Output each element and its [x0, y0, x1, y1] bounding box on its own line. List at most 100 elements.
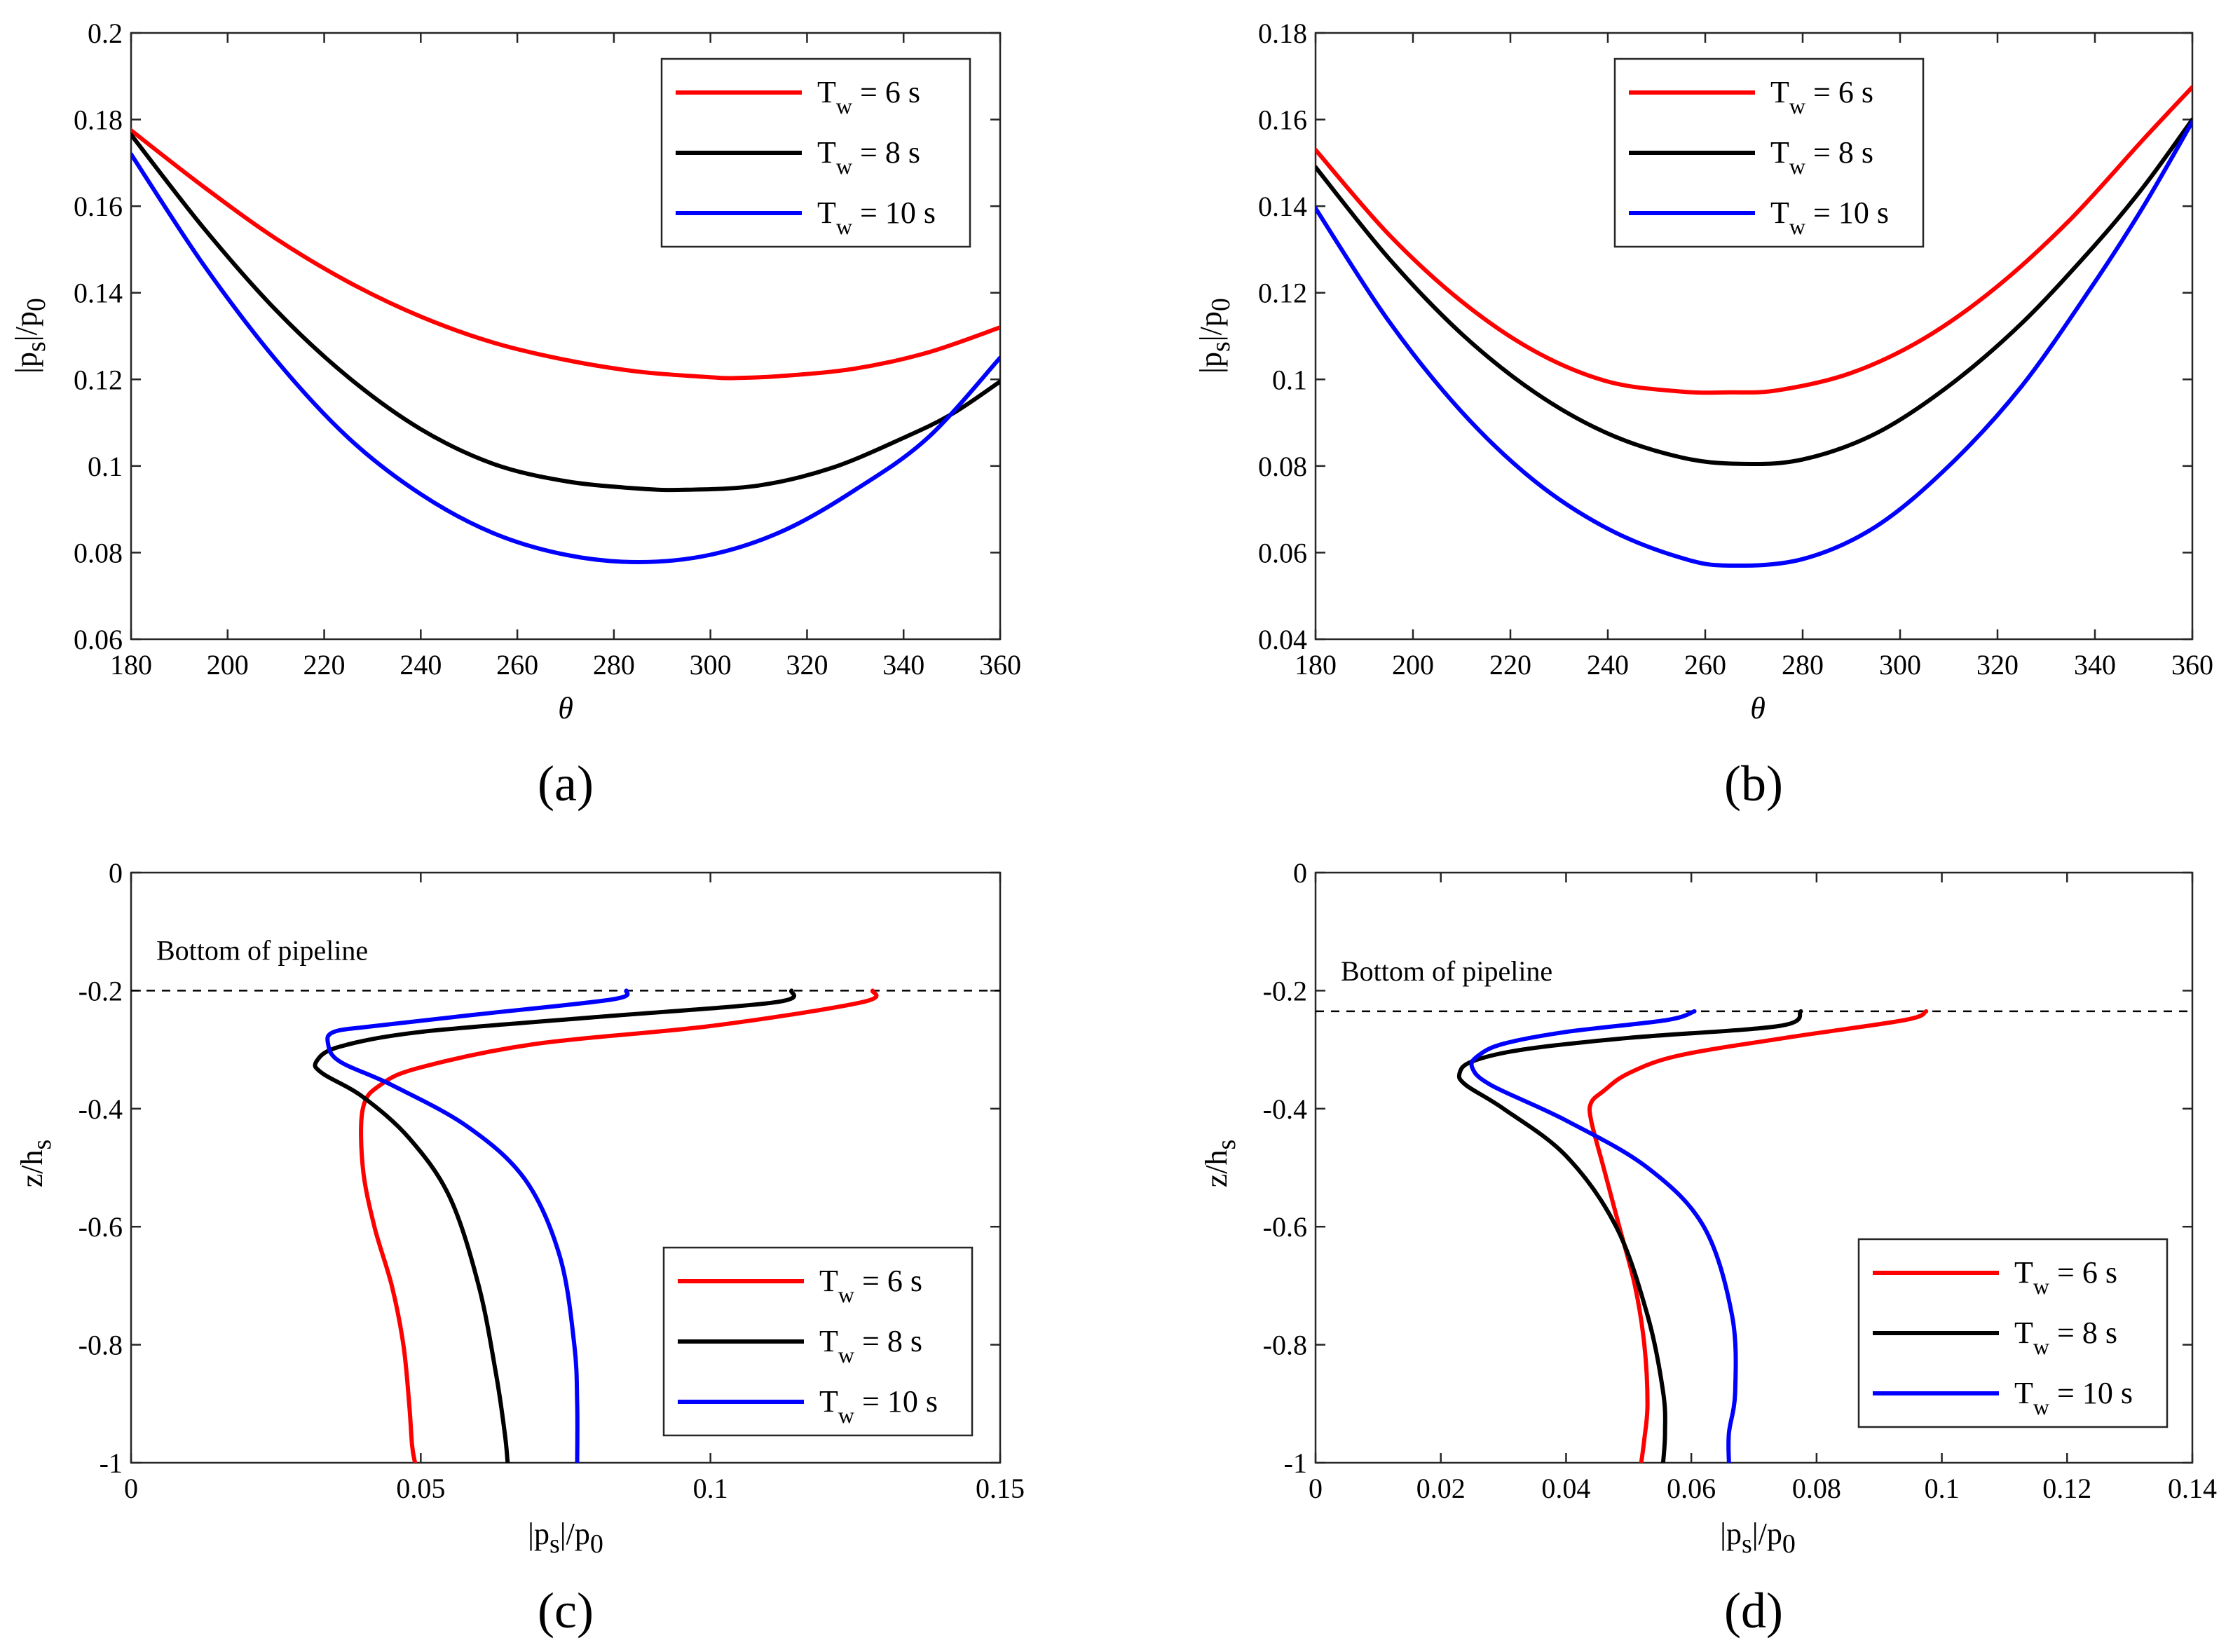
legend-text-post: = 6 s	[852, 75, 920, 109]
legend-text-sub: w	[838, 1402, 854, 1428]
series-line-2	[313, 988, 796, 1463]
y-tick-label: -0.6	[78, 1211, 123, 1243]
legend-text-post: = 10 s	[2049, 1376, 2133, 1410]
x-tick-label: 340	[2074, 649, 2116, 681]
y-axis-label: |ps|/p0	[9, 298, 51, 374]
legend-text-pre: T	[2014, 1376, 2033, 1410]
y-tick-label: 0	[109, 857, 123, 889]
y-axis-label-mid: |/p	[9, 311, 43, 341]
chart-panel-c: 0 0.05 0.1 0.15 -1 -0.8 -0.6 -0.4 -0.2 0 Bottom of…	[15, 857, 1025, 1639]
y-axis-label-base: z/h	[15, 1150, 49, 1188]
x-tick-label: 360	[2171, 649, 2213, 681]
legend-text-post: = 10 s	[1805, 196, 1889, 230]
x-tick-label: 0.12	[2042, 1473, 2091, 1504]
legend-text-post: = 10 s	[852, 196, 936, 230]
legend: Tw = 6 sTw = 8 sTw = 10 s	[1857, 1238, 2169, 1428]
legend-text-sub: w	[2033, 1334, 2049, 1359]
x-axis-label: θ	[558, 691, 573, 725]
x-axis-label-sub2: 0	[1782, 1529, 1796, 1559]
x-tick-label: 280	[593, 649, 635, 681]
y-tick-label: -0.4	[78, 1093, 123, 1125]
y-tick-label: 0.06	[74, 624, 123, 655]
x-axis-label-base: |p	[528, 1517, 549, 1551]
x-axis-label-mid: |/p	[1752, 1517, 1782, 1551]
y-axis-label: z/hs	[1199, 1140, 1241, 1188]
y-axis-label-sub1: s	[1212, 1140, 1241, 1150]
x-tick-label: 0	[1309, 1473, 1323, 1504]
series-line-3	[325, 988, 630, 1463]
x-tick-label: 0.1	[693, 1473, 728, 1504]
legend-entry-2: Tw = 8 s	[817, 135, 920, 179]
legend-text-sub: w	[1789, 153, 1805, 179]
x-tick-label: 360	[979, 649, 1021, 681]
legend-text-post: = 8 s	[1805, 135, 1873, 170]
legend: Tw = 6 sTw = 8 sTw = 10 s	[662, 1246, 974, 1437]
series-line-1	[359, 988, 879, 1463]
legend-text-pre: T	[819, 1264, 838, 1298]
y-tick-label: 0.1	[88, 451, 123, 482]
legend-text-sub: w	[836, 93, 852, 118]
legend-text-sub: w	[2033, 1394, 2049, 1419]
y-tick-label: -0.2	[78, 975, 123, 1006]
legend-text-sub: w	[1789, 214, 1805, 239]
x-tick-label: 280	[1782, 649, 1824, 681]
y-axis-label: |ps|/p0	[1194, 298, 1236, 374]
legend-text-pre: T	[1770, 135, 1789, 170]
legend-text-post: = 8 s	[854, 1324, 922, 1358]
legend-text-post: = 6 s	[2049, 1255, 2117, 1290]
y-tick-label: 0.04	[1258, 624, 1307, 655]
legend-entry-2: Tw = 8 s	[819, 1324, 922, 1367]
series-line-1	[131, 128, 1000, 381]
y-axis-label-base: |p	[1194, 352, 1228, 374]
x-axis-label: θ	[1750, 691, 1766, 725]
x-tick-label: 0.05	[396, 1473, 445, 1504]
y-tick-label: -0.2	[1263, 975, 1307, 1006]
x-tick-label: 200	[207, 649, 249, 681]
x-tick-label: 0.1	[1925, 1473, 1960, 1504]
legend-text-sub: w	[838, 1282, 854, 1307]
legend-entry-3: Tw = 10 s	[1770, 196, 1889, 239]
y-tick-label: -0.8	[1263, 1330, 1307, 1361]
annotation-bottom-of-pipeline: Bottom of pipeline	[1341, 955, 1552, 987]
legend-entry-3: Tw = 10 s	[2014, 1376, 2133, 1419]
plot-area-frame	[130, 871, 1002, 1464]
legend-entry-3: Tw = 10 s	[819, 1384, 938, 1428]
x-tick-label: 320	[1976, 649, 2019, 681]
y-tick-label: 0.12	[74, 364, 123, 395]
y-axis-label: z/hs	[15, 1140, 57, 1188]
x-axis-label-sub2: 0	[590, 1529, 603, 1559]
panel-label: (c)	[538, 1583, 594, 1639]
legend-text-pre: T	[817, 75, 836, 109]
x-axis-label-sub1: s	[549, 1529, 560, 1559]
y-tick-label: 0	[1293, 857, 1307, 889]
x-tick-label: 0.06	[1667, 1473, 1716, 1504]
x-tick-label: 0.08	[1792, 1473, 1841, 1504]
legend-entry-1: Tw = 6 s	[2014, 1255, 2117, 1299]
series-line-2	[1316, 117, 2192, 467]
plot-area-frame	[1314, 871, 2194, 1464]
legend-text-post: = 6 s	[1805, 75, 1873, 109]
x-axis-label-sub1: s	[1742, 1529, 1752, 1559]
legend-text-pre: T	[817, 196, 836, 230]
x-tick-label: 0	[124, 1473, 138, 1504]
x-tick-label: 260	[1684, 649, 1726, 681]
x-tick-label: 0.14	[2168, 1473, 2217, 1504]
panel-label: (b)	[1724, 756, 1783, 812]
legend: Tw = 6 sTw = 8 sTw = 10 s	[1613, 57, 1925, 248]
legend-text-sub: w	[838, 1342, 854, 1367]
y-tick-label: -0.4	[1263, 1093, 1307, 1125]
legend-entry-1: Tw = 6 s	[819, 1264, 922, 1307]
y-tick-label: 0.16	[74, 191, 123, 222]
legend-text-pre: T	[819, 1324, 838, 1358]
y-tick-label: -1	[100, 1447, 123, 1479]
x-tick-label: 0.15	[976, 1473, 1025, 1504]
x-tick-label: 300	[690, 649, 732, 681]
series-line-1	[1316, 85, 2192, 395]
y-tick-label: 0.1	[1272, 364, 1307, 395]
y-axis-label-base: z/h	[1199, 1150, 1234, 1188]
y-tick-label: 0.08	[74, 537, 123, 568]
y-tick-label: 0.08	[1258, 451, 1307, 482]
annotation-bottom-of-pipeline: Bottom of pipeline	[156, 934, 368, 966]
y-axis-label-sub1: s	[1206, 341, 1236, 352]
y-tick-label: -0.6	[1263, 1211, 1307, 1243]
